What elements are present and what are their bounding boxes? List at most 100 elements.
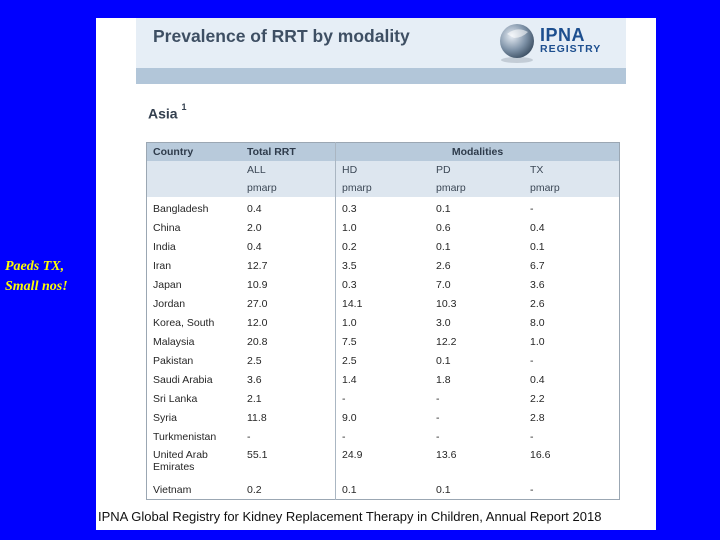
table-row: China 2.0 1.0 0.6 0.4 [147,218,620,237]
table-row: Vietnam 0.2 0.1 0.1 - [147,480,620,500]
title-header: Prevalence of RRT by modality IPNA REGIS… [136,18,626,68]
ipna-logo: IPNA REGISTRY [495,20,620,64]
cell-hd: 1.0 [342,316,357,329]
cell-hd: 0.2 [342,240,357,253]
cell-tx: 2.6 [530,297,545,310]
cell-tx: 2.2 [530,392,545,405]
cell-pd: 0.1 [436,354,451,367]
cell-pd: - [436,392,440,405]
cell-country: Vietnam [153,483,192,496]
table-row: Syria 11.8 9.0 - 2.8 [147,408,620,427]
cell-hd: 1.0 [342,221,357,234]
cell-all: 12.7 [241,256,336,275]
footer-text: IPNA Global Registry for Kidney Replacem… [98,509,602,524]
cell-all: 12.0 [241,313,336,332]
cell-hd: 0.1 [342,483,357,496]
subheader-row: ALL HD PD TX [146,161,620,179]
subheader-all: ALL [241,161,336,179]
cell-hd: 7.5 [342,335,357,348]
cell-country: Pakistan [153,354,194,367]
cell-tx: 16.6 [530,449,551,461]
subheader-pd: PD [430,161,524,179]
unit-all: pmarp [241,179,336,197]
cell-hd: 3.5 [342,259,357,272]
globe-icon [500,24,534,63]
region-name: Asia [148,105,178,122]
cell-all: 0.2 [241,480,336,500]
cell-hd: 0.3 [342,202,357,215]
cell-pd: 7.0 [436,278,451,291]
cell-country: Japan [153,278,182,291]
header-country: Country [146,142,241,161]
header-row: Country Total RRT Modalities [146,142,620,161]
logo-line2: REGISTRY [540,43,602,55]
cell-hd: 14.1 [342,297,363,310]
cell-all: 0.4 [241,237,336,256]
unit-hd: pmarp [335,179,430,197]
side-note-line1: Paeds TX, [5,259,65,274]
table-row: Korea, South 12.0 1.0 3.0 8.0 [147,313,620,332]
cell-tx: 0.4 [530,373,545,386]
header-bar [136,68,626,84]
cell-tx: - [530,202,534,215]
cell-country: China [153,221,181,234]
cell-country: Saudi Arabia [153,373,213,386]
table-row: India 0.4 0.2 0.1 0.1 [147,237,620,256]
cell-country: United Arab Emirates [153,449,208,473]
cell-all: 27.0 [241,294,336,313]
cell-hd: 0.3 [342,278,357,291]
cell-hd: 1.4 [342,373,357,386]
cell-all: - [241,427,336,446]
table-row: Japan 10.9 0.3 7.0 3.6 [147,275,620,294]
cell-pd: 0.6 [436,221,451,234]
cell-country: Jordan [153,297,186,310]
table-row: Bangladesh 0.4 0.3 0.1 - [147,197,620,218]
table-row: United Arab Emirates 55.1 24.9 13.6 16.6 [147,446,620,480]
cell-all: 3.6 [241,370,336,389]
cell-country: Korea, South [153,316,215,329]
cell-hd: - [342,430,346,443]
page-title: Prevalence of RRT by modality [153,26,410,46]
cell-pd: - [436,430,440,443]
cell-tx: - [530,483,534,496]
table-row: Sri Lanka 2.1- -2.2 [147,389,620,408]
source-footer: IPNA Global Registry for Kidney Replacem… [96,507,656,530]
table-row: Turkmenistan - - - - [147,427,620,446]
cell-tx: 3.6 [530,278,545,291]
cell-pd: 0.1 [436,202,451,215]
cell-pd: 12.2 [436,335,457,348]
region-heading: Asia 1 [148,102,186,122]
cell-tx: 2.8 [530,411,545,424]
table-row: Saudi Arabia 3.6 1.4 1.8 0.4 [147,370,620,389]
logo-wordmark: IPNA REGISTRY [540,25,602,56]
cell-tx: - [530,430,534,443]
table-row: Iran 12.7 3.5 2.6 6.7 [147,256,620,275]
cell-pd: - [436,411,440,424]
cell-pd: 10.3 [436,297,457,310]
prevalence-table: Country Total RRT Modalities ALL HD PD T… [146,142,620,500]
cell-pd: 3.0 [436,316,451,329]
cell-all: 55.1 [241,446,336,480]
cell-pd: 0.1 [436,483,451,496]
cell-tx: 8.0 [530,316,545,329]
cell-country: Malaysia [153,335,195,348]
table-row: Pakistan 2.5 2.5 0.1 - [147,351,620,370]
unit-tx: pmarp [524,179,620,197]
cell-all: 2.1 [241,389,336,408]
cell-all: 2.0 [241,218,336,237]
cell-country: Iran [153,259,172,272]
cell-pd: 0.1 [436,240,451,253]
cell-pd: 1.8 [436,373,451,386]
cell-country: Bangladesh [153,202,209,215]
cell-country: India [153,240,176,253]
cell-hd: 9.0 [342,411,357,424]
cell-pd: 2.6 [436,259,451,272]
cell-tx: - [530,354,534,367]
cell-hd: 2.5 [342,354,357,367]
unit-pd: pmarp [430,179,524,197]
cell-pd: 13.6 [436,449,457,461]
logo-line1: IPNA [540,25,586,45]
cell-hd: 24.9 [342,449,363,461]
cell-country: Sri Lanka [153,392,198,405]
table-row: Jordan 27.0 14.1 10.3 2.6 [147,294,620,313]
